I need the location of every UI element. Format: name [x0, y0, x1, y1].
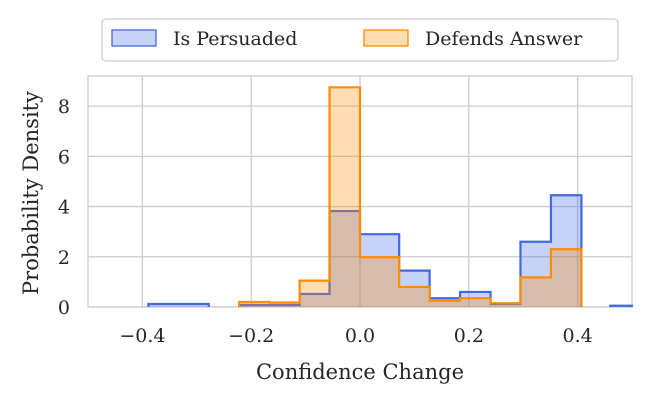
histogram-bar: [490, 303, 521, 307]
histogram-bar: [399, 270, 430, 307]
legend-label-is-persuaded: Is Persuaded: [173, 28, 297, 50]
histogram-bar: [520, 241, 551, 307]
histogram-bars: [147, 86, 634, 307]
histogram-bar: [460, 298, 491, 307]
histogram-bar: [239, 301, 270, 307]
x-tick-label: −0.4: [119, 325, 165, 347]
histogram-bar: [429, 298, 461, 307]
histogram-bar: [299, 293, 330, 307]
histogram-bar: [329, 87, 360, 307]
legend: Is Persuaded Defends Answer: [101, 18, 619, 62]
x-tick-label: 0.4: [562, 325, 592, 347]
series-is-persuaded: [147, 194, 634, 307]
histogram-bar: [329, 211, 360, 307]
legend-frame: [101, 18, 619, 62]
tick-labels: −0.4 −0.2 0.0 0.2 0.4 0 2 4 6 8: [58, 96, 593, 347]
histogram-bar: [429, 300, 461, 307]
histogram-bar: [299, 280, 330, 307]
legend-label-defends-answer: Defends Answer: [425, 28, 583, 50]
histogram-bar: [148, 303, 209, 307]
y-tick-label: 8: [58, 96, 70, 118]
x-tick-label: 0.2: [454, 325, 484, 347]
histogram-bar: [360, 234, 400, 307]
x-tick-label: −0.2: [228, 325, 274, 347]
histogram-bar: [360, 257, 400, 307]
histogram-bar: [399, 286, 430, 307]
y-tick-label: 4: [58, 197, 70, 219]
y-tick-label: 6: [58, 146, 70, 168]
histogram-bar: [269, 302, 300, 307]
histogram-bar: [520, 277, 551, 307]
legend-swatch-defends-answer: [363, 29, 409, 47]
histogram-bar: [550, 195, 582, 307]
x-axis-label: Confidence Change: [256, 360, 464, 384]
y-tick-label: 2: [58, 247, 70, 269]
histogram-bar: [460, 291, 491, 307]
y-axis-label: Probability Density: [19, 91, 43, 295]
histogram-outline: [238, 86, 583, 307]
histogram-bar: [550, 249, 582, 307]
legend-swatch-is-persuaded: [111, 29, 157, 47]
y-tick-label: 0: [58, 297, 70, 319]
series-defends-answer: [238, 86, 583, 307]
x-tick-label: 0.0: [345, 325, 375, 347]
histogram-bar: [490, 303, 521, 307]
